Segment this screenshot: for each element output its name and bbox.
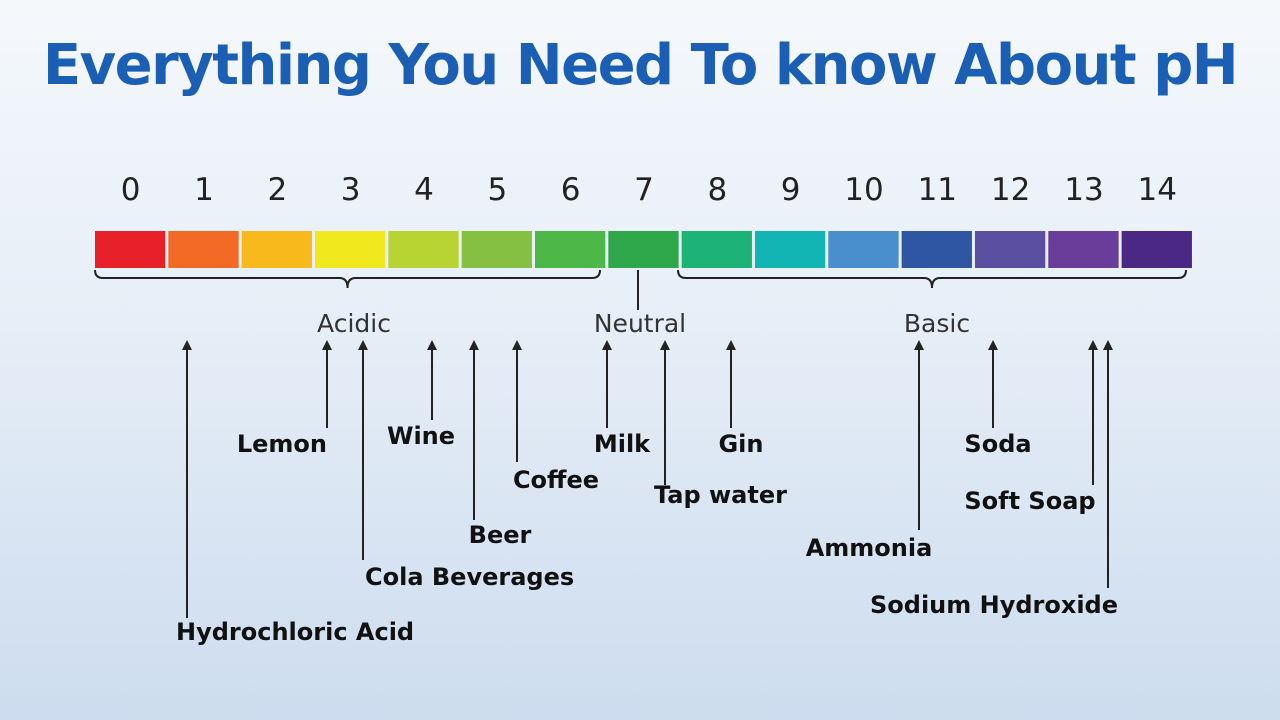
category-label-neutral: Neutral (594, 309, 686, 338)
ph-value-13: 13 (1064, 172, 1103, 208)
hydrochloric-acid-label: Hydrochloric Acid (176, 618, 414, 646)
gin-arrowhead (726, 340, 736, 350)
tap-water-arrowhead (660, 340, 670, 350)
substance-labels: Hydrochloric Acid Lemon Cola Beverages Wine… (176, 422, 1118, 646)
ph-value-10: 10 (844, 172, 883, 208)
ph-cell-13 (1048, 231, 1119, 268)
wine-arrowhead (427, 340, 437, 350)
gin-label: Gin (718, 430, 763, 458)
ph-cell-5 (461, 231, 532, 268)
ph-value-14: 14 (1138, 172, 1177, 208)
lemon-arrowhead (322, 340, 332, 350)
color-bar (95, 231, 1192, 268)
coffee-label: Coffee (513, 466, 599, 494)
ph-cell-4 (388, 231, 459, 268)
ph-cell-8 (681, 231, 752, 268)
wine-label: Wine (387, 422, 455, 450)
ph-cell-1 (168, 231, 239, 268)
soda-label: Soda (964, 430, 1031, 458)
ph-cell-14 (1121, 231, 1192, 268)
ph-cell-0 (95, 231, 166, 268)
sodium-hydroxide-label: Sodium Hydroxide (870, 591, 1118, 619)
ph-value-3: 3 (341, 172, 361, 208)
coffee-arrowhead (512, 340, 522, 350)
beer-label: Beer (469, 521, 532, 549)
cola-beverages-label: Cola Beverages (365, 563, 574, 591)
ammonia-label: Ammonia (806, 534, 933, 562)
ph-value-7: 7 (634, 172, 654, 208)
ph-value-8: 8 (707, 172, 727, 208)
category-labels: Acidic Neutral Basic (317, 309, 970, 338)
ph-value-2: 2 (267, 172, 287, 208)
scale-numbers: 0 1 2 3 4 5 6 7 8 9 10 11 12 13 14 (121, 172, 1177, 208)
ammonia-arrowhead (914, 340, 924, 350)
ph-cell-3 (314, 231, 386, 268)
basic-brace (677, 269, 1187, 289)
ph-cell-2 (241, 231, 312, 268)
page-title: Everything You Need To know About pH (42, 33, 1239, 98)
soda-arrowhead (988, 340, 998, 350)
ph-value-6: 6 (561, 172, 581, 208)
cola-beverages-arrowhead (358, 340, 368, 350)
category-braces (94, 269, 1187, 310)
soft-soap-arrowhead (1088, 340, 1098, 350)
hydrochloric-acid-arrowhead (182, 340, 192, 350)
milk-label: Milk (594, 430, 651, 458)
acidic-brace (94, 269, 601, 289)
soft-soap-label: Soft Soap (964, 487, 1095, 515)
substance-arrows (182, 340, 1113, 618)
tap-water-label: Tap water (654, 481, 787, 509)
ph-value-12: 12 (991, 172, 1030, 208)
category-label-acidic: Acidic (317, 309, 391, 338)
category-label-basic: Basic (904, 309, 970, 338)
ph-cell-6 (534, 231, 606, 268)
ph-value-11: 11 (918, 172, 957, 208)
lemon-label: Lemon (237, 430, 327, 458)
milk-arrowhead (602, 340, 612, 350)
ph-value-4: 4 (414, 172, 434, 208)
ph-value-1: 1 (194, 172, 214, 208)
ph-cell-7 (608, 231, 679, 268)
ph-cell-9 (754, 231, 826, 268)
sodium-hydroxide-arrowhead (1103, 340, 1113, 350)
ph-cell-10 (828, 231, 899, 268)
ph-cell-12 (974, 231, 1046, 268)
ph-cell-11 (901, 231, 972, 268)
beer-arrowhead (469, 340, 479, 350)
ph-value-9: 9 (781, 172, 801, 208)
ph-value-0: 0 (121, 172, 141, 208)
ph-value-5: 5 (487, 172, 507, 208)
